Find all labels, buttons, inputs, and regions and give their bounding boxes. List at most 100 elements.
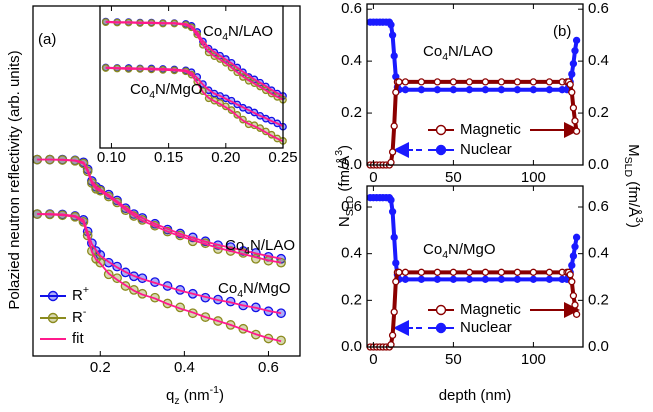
data-point bbox=[545, 275, 554, 283]
data-point bbox=[390, 233, 398, 241]
data-point bbox=[569, 292, 578, 300]
text-part: -1 bbox=[210, 384, 219, 396]
data-point bbox=[568, 261, 576, 269]
x-tick-label: 100 bbox=[521, 351, 546, 368]
data-point bbox=[392, 278, 400, 286]
y2-tick-label: 0.4 bbox=[588, 245, 609, 262]
data-point bbox=[545, 86, 554, 94]
annotation: Co4N/MgO bbox=[423, 241, 496, 261]
data-point bbox=[513, 275, 522, 283]
data-point bbox=[497, 268, 506, 276]
annotation: Co4N/LAO bbox=[203, 23, 273, 43]
y-tick-label: 0.6 bbox=[341, 198, 362, 215]
y2-axis-label: MSLD (fm/Å3) bbox=[622, 144, 645, 228]
series-line bbox=[37, 158, 282, 264]
y-tick-label: 0.6 bbox=[341, 0, 362, 17]
y2-tick-label: 0.6 bbox=[588, 0, 609, 17]
y-tick-label: 0.4 bbox=[341, 52, 362, 69]
series-line bbox=[105, 67, 284, 143]
x-tick-label: 50 bbox=[445, 169, 462, 186]
x-tick-label: 50 bbox=[445, 351, 462, 368]
data-point bbox=[571, 117, 579, 125]
x-tick-label: 0.6 bbox=[258, 359, 279, 376]
data-point bbox=[433, 86, 442, 94]
data-point bbox=[566, 80, 574, 89]
text-part: (fm/Å bbox=[336, 156, 353, 196]
text-part: N/LAO bbox=[448, 43, 493, 60]
text-part: (fm/Å bbox=[625, 177, 642, 217]
x-tick-label: 0.20 bbox=[211, 149, 240, 166]
data-point bbox=[417, 78, 426, 86]
text-part: SLD bbox=[344, 195, 356, 216]
text-part: Magnetic bbox=[460, 121, 521, 138]
data-point bbox=[572, 233, 581, 241]
text-part: Co bbox=[130, 81, 149, 98]
legend-label: Nuclear bbox=[460, 141, 512, 158]
legend-marker bbox=[47, 312, 59, 324]
text-part: M bbox=[625, 144, 642, 157]
data-point bbox=[392, 88, 400, 96]
text-part: - bbox=[83, 306, 87, 318]
y-axis-label: Polazied neutron reflectivity (arb. unit… bbox=[6, 50, 23, 309]
series-line bbox=[105, 66, 284, 128]
data-point bbox=[395, 268, 403, 276]
text-part: + bbox=[83, 284, 89, 296]
data-point bbox=[449, 86, 458, 94]
text-part: 4 bbox=[442, 51, 448, 63]
annotation: Co4N/LAO bbox=[423, 43, 493, 63]
text-part: 4 bbox=[237, 288, 243, 300]
data-point bbox=[497, 78, 506, 86]
data-point bbox=[401, 86, 410, 94]
data-point bbox=[433, 268, 442, 276]
data-point bbox=[513, 268, 522, 276]
data-point bbox=[449, 78, 458, 86]
text-part: ) bbox=[625, 223, 642, 228]
data-point bbox=[571, 47, 579, 55]
data-point bbox=[387, 21, 395, 29]
y2-tick-label: 0.0 bbox=[588, 338, 609, 355]
text-part: Nuclear bbox=[460, 319, 512, 336]
series-line bbox=[37, 213, 282, 315]
data-point bbox=[401, 268, 410, 276]
y2-tick-label: 0.2 bbox=[588, 291, 609, 308]
panel-label: (b) bbox=[553, 23, 571, 40]
x-tick-label: 0.15 bbox=[154, 149, 183, 166]
data-point bbox=[481, 275, 490, 283]
data-point bbox=[568, 88, 576, 96]
x-tick-label: 0.2 bbox=[90, 359, 111, 376]
y2-tick-label: 0.0 bbox=[588, 156, 609, 173]
data-point bbox=[417, 86, 426, 94]
text-part: ) bbox=[219, 387, 224, 404]
text-part: 3 bbox=[633, 217, 645, 223]
text-part: R bbox=[72, 309, 83, 326]
text-part: Co bbox=[225, 237, 244, 254]
data-point bbox=[513, 86, 522, 94]
text-part: N/MgO bbox=[448, 241, 496, 258]
axes-frame bbox=[366, 185, 584, 348]
data-point bbox=[481, 78, 490, 86]
text-part: Co bbox=[218, 280, 237, 297]
y-tick-label: 0.0 bbox=[341, 338, 362, 355]
series-line bbox=[105, 21, 284, 101]
panel-label: (a) bbox=[38, 31, 56, 48]
y-tick-label: 0.4 bbox=[341, 245, 362, 262]
legend-marker bbox=[435, 124, 447, 136]
y-axis-label: NSLD (fm/Å3) bbox=[333, 145, 356, 227]
data-point bbox=[465, 78, 474, 86]
x-tick-label: 0 bbox=[369, 351, 377, 368]
data-point bbox=[569, 60, 578, 68]
text-part: N/LAO bbox=[250, 237, 295, 254]
text-part: N/MgO bbox=[243, 280, 291, 297]
x-tick-label: 100 bbox=[521, 169, 546, 186]
data-point bbox=[401, 78, 410, 86]
text-part: ) bbox=[336, 145, 353, 150]
data-point bbox=[481, 268, 490, 276]
legend-marker bbox=[435, 322, 447, 334]
text-part: 4 bbox=[442, 249, 448, 261]
data-point bbox=[513, 78, 522, 86]
legend-marker bbox=[435, 304, 447, 316]
data-point bbox=[388, 148, 397, 156]
text-part: fit bbox=[72, 330, 85, 347]
data-point bbox=[449, 268, 458, 276]
annotation: Co4N/MgO bbox=[218, 280, 291, 300]
